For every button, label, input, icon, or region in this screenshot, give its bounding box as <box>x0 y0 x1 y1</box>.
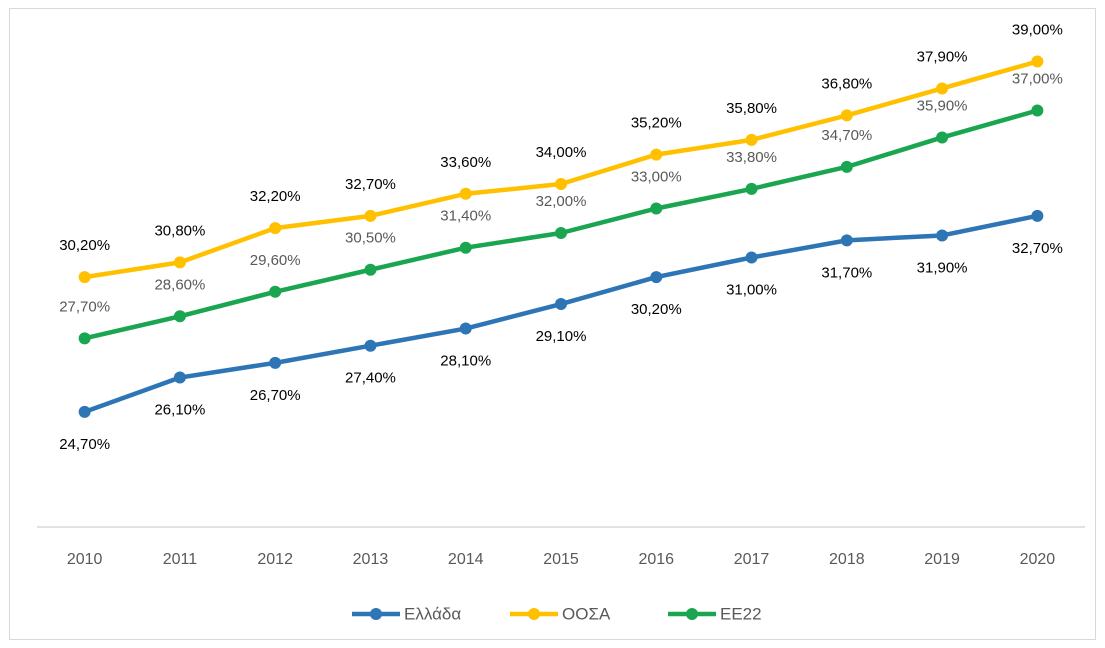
data-point <box>840 160 853 173</box>
x-tick-label: 2012 <box>257 551 293 568</box>
data-label: 32,70% <box>1012 240 1063 257</box>
data-point <box>78 332 91 345</box>
data-label: 30,80% <box>154 222 205 239</box>
data-label: 30,20% <box>631 301 682 318</box>
x-tick-label: 2020 <box>1020 551 1056 568</box>
data-label: 31,70% <box>821 264 872 281</box>
data-point <box>650 202 663 215</box>
data-label: 35,90% <box>917 97 968 114</box>
x-tick-label: 2017 <box>734 551 770 568</box>
data-point <box>269 356 282 369</box>
data-point <box>745 133 758 146</box>
data-point <box>269 222 282 235</box>
data-point <box>555 178 567 190</box>
data-point <box>936 82 949 95</box>
data-point <box>1031 104 1044 117</box>
data-label: 35,20% <box>631 115 682 132</box>
data-label: 31,40% <box>440 208 491 225</box>
x-tick-label: 2013 <box>353 551 389 568</box>
data-point <box>364 263 377 276</box>
data-label: 28,60% <box>154 276 205 293</box>
data-point <box>555 227 567 239</box>
data-label: 33,60% <box>440 154 491 171</box>
legend-label: Ελλάδα <box>404 604 461 623</box>
data-point <box>840 109 853 122</box>
data-label: 32,00% <box>536 193 587 210</box>
chart-border <box>9 8 1096 640</box>
data-label: 32,20% <box>250 188 301 205</box>
data-label: 24,70% <box>59 436 110 453</box>
data-point <box>650 271 663 284</box>
data-label: 35,80% <box>726 100 777 117</box>
data-label: 29,10% <box>536 328 587 345</box>
data-point <box>173 256 186 269</box>
data-point <box>1031 209 1044 222</box>
data-label: 37,90% <box>917 48 968 65</box>
data-label: 32,70% <box>345 176 396 193</box>
x-tick-label: 2010 <box>67 551 103 568</box>
data-point <box>840 234 853 247</box>
data-point <box>173 371 186 384</box>
data-label: 29,60% <box>250 252 301 269</box>
data-label: 33,80% <box>726 149 777 166</box>
x-tick-label: 2014 <box>448 551 484 568</box>
legend-label: ΕΕ22 <box>720 604 762 623</box>
x-tick-label: 2016 <box>638 551 674 568</box>
data-label: 37,00% <box>1012 70 1063 87</box>
data-point <box>936 229 949 242</box>
data-point <box>459 241 472 254</box>
data-point <box>745 182 758 195</box>
data-label: 31,90% <box>917 259 968 276</box>
data-point <box>650 148 663 161</box>
legend-marker <box>528 608 540 620</box>
x-tick-label: 2011 <box>163 551 198 568</box>
legend-marker <box>370 608 382 620</box>
data-label: 30,50% <box>345 230 396 247</box>
data-label: 33,00% <box>631 168 682 185</box>
data-label: 27,70% <box>59 298 110 315</box>
data-point <box>269 285 282 298</box>
data-point <box>364 339 377 352</box>
data-label: 34,70% <box>821 127 872 144</box>
data-label: 31,00% <box>726 281 777 298</box>
data-point <box>364 209 377 222</box>
x-tick-label: 2019 <box>924 551 960 568</box>
x-tick-label: 2015 <box>543 551 579 568</box>
data-point <box>745 251 758 264</box>
data-point <box>459 187 472 200</box>
data-point <box>78 405 91 418</box>
data-point <box>173 310 186 323</box>
data-label: 26,10% <box>154 402 205 419</box>
legend-marker <box>686 608 698 620</box>
data-label: 28,10% <box>440 353 491 370</box>
data-point <box>936 131 949 144</box>
data-point <box>459 322 472 335</box>
data-label: 27,40% <box>345 370 396 387</box>
data-label: 30,20% <box>59 237 110 254</box>
data-label: 34,00% <box>536 144 587 161</box>
data-point <box>555 298 567 311</box>
data-label: 39,00% <box>1012 21 1063 38</box>
legend-label: ΟΟΣΑ <box>562 604 611 623</box>
data-point <box>1031 55 1044 68</box>
data-point <box>78 271 91 284</box>
data-label: 36,80% <box>821 75 872 92</box>
data-label: 26,70% <box>250 387 301 404</box>
x-tick-label: 2018 <box>829 551 865 568</box>
